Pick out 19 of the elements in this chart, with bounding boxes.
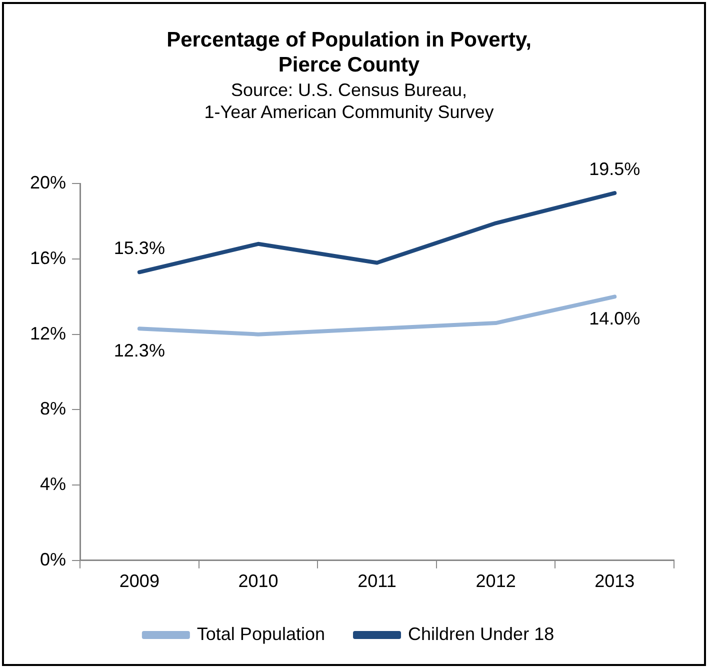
y-tick-label: 8%	[40, 398, 66, 419]
chart-title: Percentage of Population in Poverty, Pierce County	[166, 28, 532, 77]
y-tick-label: 4%	[40, 474, 66, 494]
legend-label: Children Under 18	[408, 624, 554, 644]
x-tick-label: 2012	[476, 571, 516, 592]
data-label: 14.0%	[589, 308, 640, 329]
y-tick-label: 0%	[40, 549, 66, 570]
x-tick-label: 2010	[238, 571, 278, 592]
x-tick-label: 2009	[119, 571, 160, 592]
data-label: 15.3%	[114, 238, 165, 258]
y-tick-label: 12%	[30, 323, 66, 344]
x-tick-label: 2013	[594, 571, 635, 592]
data-label: 12.3%	[114, 340, 165, 361]
y-tick-label: 20%	[30, 172, 66, 193]
legend-label: Total Population	[196, 624, 326, 644]
chart-subtitle: Source: U.S. Census Bureau, 1-Year American Community Survey	[204, 80, 494, 122]
x-tick-label: 2011	[358, 571, 396, 592]
data-label: 19.5%	[589, 158, 640, 179]
y-tick-label: 16%	[30, 248, 66, 268]
